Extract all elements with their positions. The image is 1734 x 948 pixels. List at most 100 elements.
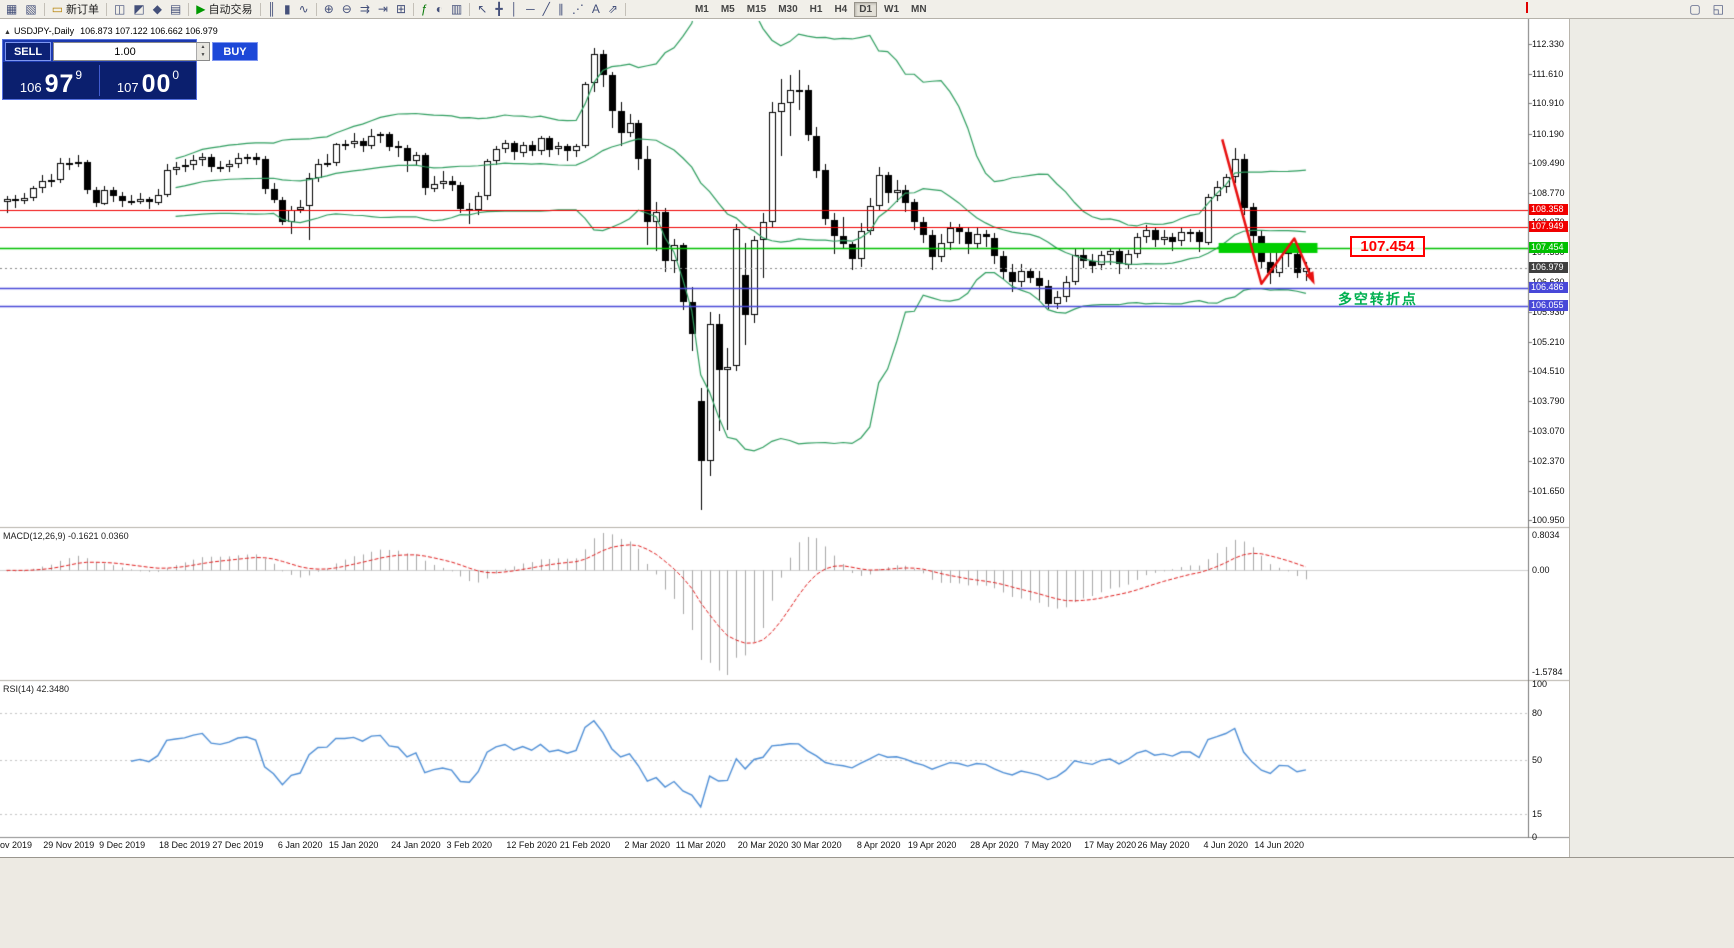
candlestick-chart-button[interactable]: ▮ — [280, 1, 295, 18]
fibonacci-icon: ⋰ — [571, 2, 584, 16]
toolbar-left-group: ▦ ▧ ▭ 新订单 ◫ ◩ ◆ ▤ ▶ 自动交易 ║ ▮ ∿ ⊕ ⊖ ⇉ ⇥ ⊞ ƒ ◐ ▥ ↖ ╋ │ ─ ╱ ∥ ⋰ A ⇗ M1 M5 M… — [2, 0, 933, 18]
date-axis-label: 26 May 2020 — [1137, 840, 1190, 850]
horizontal-line-button[interactable]: ─ — [522, 1, 539, 18]
arrow-tool-button[interactable]: ⇗ — [604, 1, 622, 18]
timeframe-mn-button[interactable]: MN — [911, 3, 927, 15]
timeframe-h1-button[interactable]: H1 — [809, 3, 823, 15]
toolbar-separator — [188, 2, 190, 16]
macd-axis-label: -1.5784 — [1532, 667, 1563, 677]
line-chart-button[interactable]: ∿ — [295, 1, 313, 18]
market-watch-button[interactable]: ◫ — [110, 1, 129, 18]
crosshair-button[interactable]: ╋ — [491, 1, 506, 18]
sell-price-sup: 9 — [75, 68, 83, 82]
toolbar-separator — [259, 2, 261, 16]
buy-price-prefix: 107 — [116, 80, 139, 95]
terminal-button[interactable]: ▤ — [166, 1, 185, 18]
macd-axis-label: 0.8034 — [1532, 530, 1560, 540]
sell-button[interactable]: SELL — [5, 42, 51, 61]
timeframe-h4-button[interactable]: H4 — [834, 3, 848, 15]
sell-price-button[interactable]: 106 97 9 — [3, 62, 99, 99]
bottom-filler — [0, 857, 1734, 948]
trendline-button[interactable]: ╱ — [539, 1, 554, 18]
price-axis-tick-label: 103.070 — [1532, 426, 1565, 437]
objects-icon: ◐ — [435, 2, 443, 16]
rsi-axis-label: 0 — [1532, 832, 1538, 842]
channel-button[interactable]: ∥ — [554, 1, 568, 18]
date-axis-label: 29 Nov 2019 — [43, 840, 95, 850]
navigator-button[interactable]: ◆ — [149, 1, 166, 18]
line-chart-icon: ∿ — [298, 2, 309, 16]
sell-price-prefix: 106 — [19, 80, 42, 95]
timeframe-w1-button[interactable]: W1 — [884, 3, 900, 15]
vertical-line-button[interactable]: │ — [507, 1, 523, 18]
buy-price-button[interactable]: 107 00 0 — [100, 62, 196, 99]
right-filler — [1569, 19, 1734, 857]
new-chart-button[interactable]: ▦ — [2, 1, 21, 18]
volume-down-button[interactable]: ▼ — [197, 51, 209, 60]
auto-scroll-icon: ⇉ — [359, 2, 370, 16]
chart-shift-button[interactable]: ⇥ — [374, 1, 392, 18]
timeframe-m30-button[interactable]: M30 — [778, 3, 798, 15]
chart-symbol-header: ▲ USDJPY-,Daily 106.873 107.122 106.662 10… — [4, 26, 218, 36]
price-axis-tick-label: 105.210 — [1532, 336, 1565, 347]
zoom-out-button[interactable]: ⊖ — [338, 1, 356, 18]
price-axis-tick-label: 110.190 — [1532, 128, 1564, 139]
text-button[interactable]: A — [588, 1, 604, 18]
volume-input[interactable] — [54, 43, 196, 60]
horizontal-line-icon: ─ — [526, 2, 535, 16]
toggle-panel-button[interactable]: ◱ — [1709, 1, 1728, 18]
macd-indicator-label: MACD(12,26,9) -0.1621 0.0360 — [3, 531, 129, 541]
timeframe-m1-button[interactable]: M1 — [694, 3, 709, 15]
auto-scroll-button[interactable]: ⇉ — [356, 1, 374, 18]
timeframe-m15-button[interactable]: M15 — [746, 3, 767, 15]
price-axis-tick-label: 110.910 — [1532, 98, 1564, 109]
zoom-in-button[interactable]: ⊕ — [320, 1, 338, 18]
price-axis-tick-label: 100.950 — [1532, 515, 1565, 526]
price-axis-tick-label: 105.930 — [1532, 306, 1565, 317]
price-axis-tick-label: 111.610 — [1532, 69, 1564, 80]
one-click-collapse-icon[interactable]: ▲ — [4, 29, 11, 36]
fibonacci-button[interactable]: ⋰ — [568, 1, 588, 18]
new-order-button[interactable]: ▭ 新订单 — [48, 1, 103, 18]
price-level-label: 108.358 — [1529, 204, 1568, 215]
objects-button[interactable]: ◐ — [432, 1, 447, 18]
price-callout-label[interactable]: 107.454 — [1350, 236, 1425, 258]
price-axis-tick-label: 112.330 — [1532, 39, 1564, 49]
indicators-button[interactable]: ƒ — [417, 1, 432, 18]
timeframe-m5-button[interactable]: M5 — [720, 3, 735, 15]
trendline-icon: ╱ — [542, 2, 550, 16]
tile-windows-button[interactable]: ▢ — [1685, 1, 1704, 18]
chart-window: ▲ USDJPY-,Daily 106.873 107.122 106.662 10… — [0, 19, 1734, 857]
data-window-button[interactable]: ◩ — [129, 1, 148, 18]
toolbar-right-group: ▢ ◱ — [1685, 0, 1728, 18]
grid-button[interactable]: ⊞ — [392, 1, 410, 18]
date-axis-label: 3 Feb 2020 — [446, 840, 493, 850]
profiles-button[interactable]: ▧ — [21, 1, 40, 18]
profiles-icon: ▧ — [25, 2, 37, 16]
toolbar-separator — [624, 2, 626, 16]
macd-axis-label: 0.00 — [1532, 565, 1550, 576]
rsi-axis-label: 50 — [1532, 754, 1543, 765]
date-axis-label: 30 Mar 2020 — [791, 840, 842, 850]
bar-chart-icon: ║ — [267, 2, 277, 16]
volume-up-button[interactable]: ▲ — [197, 43, 209, 52]
auto-trading-button[interactable]: ▶ 自动交易 — [192, 1, 256, 18]
turning-point-note[interactable]: 多空转折点 — [1337, 291, 1418, 308]
templates-button[interactable]: ▥ — [447, 1, 466, 18]
price-axis-tick-label: 101.650 — [1532, 485, 1565, 496]
date-axis-label: 20 Mar 2020 — [737, 840, 789, 850]
bar-chart-button[interactable]: ║ — [264, 1, 281, 18]
buy-button[interactable]: BUY — [212, 42, 258, 61]
price-axis-tick-label: 102.370 — [1532, 455, 1565, 466]
date-axis-label: 18 Dec 2019 — [158, 840, 211, 850]
red-marker — [1526, 2, 1528, 13]
price-level-label: 106.486 — [1529, 282, 1568, 293]
rsi-axis-label: 80 — [1532, 708, 1543, 718]
date-axis-label: 21 Feb 2020 — [559, 840, 611, 850]
new-order-icon: ▭ — [51, 2, 64, 16]
cursor-button[interactable]: ↖ — [473, 1, 491, 18]
zoom-out-icon: ⊖ — [341, 2, 352, 16]
timeframe-d1-button[interactable]: D1 — [854, 1, 878, 17]
indicators-icon: ƒ — [421, 2, 428, 16]
price-chart-canvas[interactable] — [0, 19, 1569, 857]
